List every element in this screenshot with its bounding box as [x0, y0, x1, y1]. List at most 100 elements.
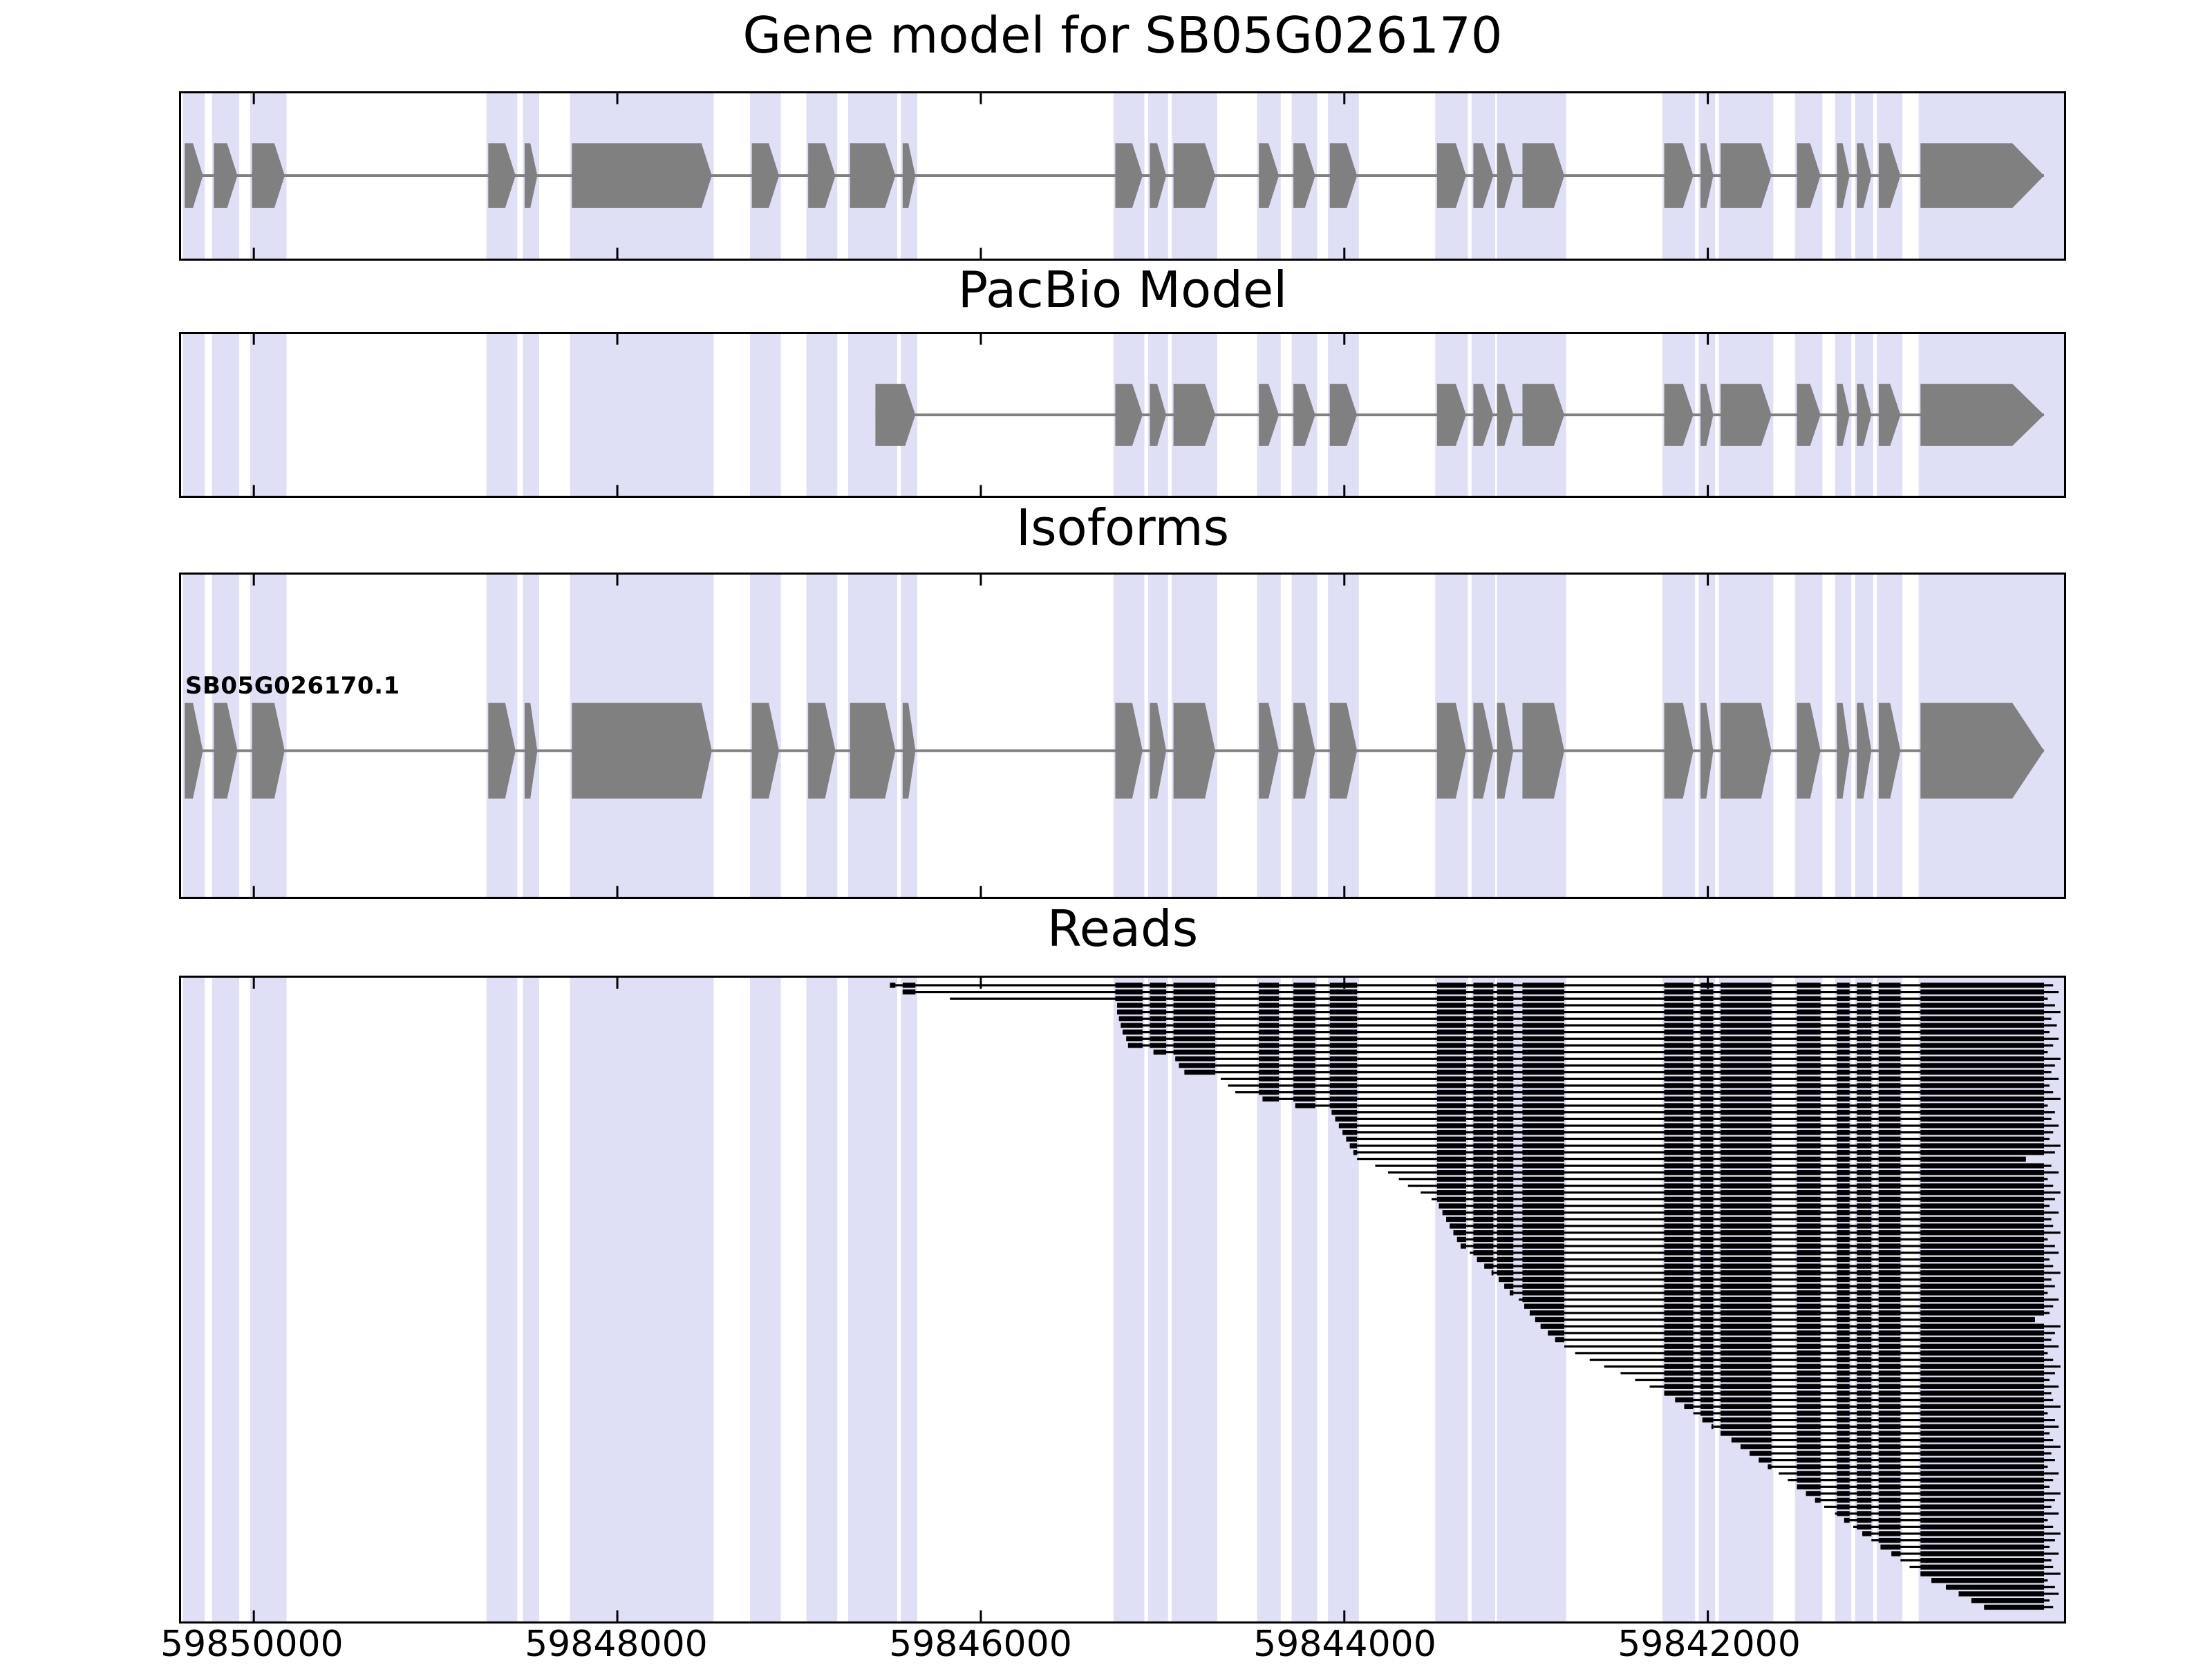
- read-exon-block: [1700, 1350, 1714, 1356]
- read-exon-block: [1700, 1411, 1714, 1416]
- read-exon-block: [1920, 1484, 2045, 1489]
- read-exon-block: [1920, 1384, 2045, 1389]
- exon: [1721, 384, 1772, 446]
- read-exon-block: [1477, 1256, 1494, 1263]
- read-exon-block: [1175, 1056, 1216, 1061]
- read-exon-block: [1664, 1083, 1694, 1088]
- read-exon-block: [1497, 1156, 1514, 1162]
- read-exon-block: [1920, 1390, 2045, 1396]
- read-exon-block: [1700, 1190, 1714, 1196]
- read-exon-block: [1837, 1230, 1850, 1236]
- read-exon-block: [1173, 1023, 1216, 1028]
- read-line: [1335, 1117, 2052, 1120]
- exon: [1293, 143, 1315, 208]
- read-exon-block: [1473, 1023, 1494, 1028]
- read-exon-block: [1497, 1216, 1514, 1222]
- read-exon-block: [1920, 1397, 2045, 1403]
- read-exon-block: [1535, 1317, 1564, 1323]
- read-exon-block: [1497, 1223, 1514, 1229]
- read-exon-block: [1721, 1190, 1772, 1196]
- read-exon-block: [1700, 1404, 1714, 1409]
- read-exon-block: [1878, 1531, 1901, 1536]
- read-exon-block: [1731, 1437, 1772, 1443]
- read-exon-block: [1878, 1043, 1901, 1048]
- read-exon-block: [1920, 1036, 2045, 1041]
- read-exon-block: [1295, 1103, 1315, 1108]
- read-exon-block: [1115, 989, 1143, 995]
- read-exon-block: [1664, 1350, 1694, 1356]
- read-exon-block: [1971, 1598, 2045, 1603]
- exon: [1857, 384, 1872, 446]
- read-exon-block: [1920, 983, 2045, 988]
- read-exon-block: [1837, 1136, 1850, 1142]
- exon: [1522, 143, 1564, 208]
- read-line: [1175, 1057, 2061, 1060]
- read-exon-block: [1837, 1397, 1850, 1403]
- read-exon-block: [1173, 996, 1216, 1001]
- read-exon-block: [1721, 1083, 1772, 1088]
- read-exon-block: [1473, 1210, 1494, 1216]
- read-exon-block: [1920, 1196, 2045, 1202]
- read-exon-block: [1920, 1337, 2045, 1343]
- read-exon-block: [1497, 1203, 1514, 1209]
- exon: [252, 703, 285, 799]
- exon: [1329, 703, 1358, 799]
- read-exon-block: [1497, 1176, 1514, 1182]
- read-exon-block: [1920, 1003, 2045, 1008]
- read-exon-block: [1920, 1310, 2045, 1316]
- read-exon-block: [1837, 1183, 1850, 1189]
- read-exon-block: [1664, 1384, 1694, 1389]
- read-exon-block: [1436, 1049, 1466, 1055]
- read-exon-block: [1837, 1096, 1850, 1102]
- read-exon-block: [1837, 1076, 1850, 1082]
- read-exon-block: [1436, 1023, 1466, 1028]
- read-exon-block: [1797, 1176, 1821, 1182]
- read-exon-block: [1522, 1183, 1564, 1189]
- read-exon-block: [1664, 1263, 1694, 1269]
- read-exon-block: [1878, 1256, 1901, 1263]
- read-exon-block: [1837, 1350, 1850, 1356]
- read-exon-block: [1684, 1404, 1694, 1409]
- read-exon-block: [1920, 1183, 2045, 1189]
- read-exon-block: [1664, 1176, 1694, 1182]
- read-exon-block: [1878, 1216, 1901, 1222]
- read-exon-block: [1878, 1116, 1901, 1122]
- read-exon-block: [1721, 1424, 1772, 1429]
- read-exon-block: [1857, 1163, 1872, 1169]
- read-exon-block: [1700, 1223, 1714, 1229]
- read-exon-block: [1857, 1303, 1872, 1309]
- read-exon-block: [1436, 983, 1466, 988]
- read-exon-block: [1797, 1477, 1821, 1483]
- highlight-band: [749, 334, 781, 496]
- read-exon-block: [1797, 1076, 1821, 1082]
- read-exon-block: [1857, 1130, 1872, 1135]
- read-exon-block: [1797, 1464, 1821, 1469]
- exon: [1797, 143, 1821, 208]
- exon: [808, 703, 836, 799]
- read-exon-block: [1920, 1451, 2045, 1456]
- read-exon-block: [1857, 1036, 1872, 1041]
- read-exon-block: [1920, 1343, 2045, 1349]
- read-exon-block: [1497, 1236, 1514, 1243]
- read-exon-block: [1837, 1431, 1850, 1436]
- read-exon-block: [1329, 1069, 1358, 1075]
- read-exon-block: [1700, 1029, 1714, 1035]
- read-exon-block: [1700, 1290, 1714, 1296]
- read-exon-block: [1797, 1424, 1821, 1429]
- read-exon-block: [1497, 1210, 1514, 1216]
- read-exon-block: [1522, 1296, 1564, 1303]
- exon: [902, 703, 916, 799]
- read-exon-block: [1179, 1063, 1216, 1068]
- read-exon-block: [1721, 1203, 1772, 1209]
- read-exon-block: [1721, 1263, 1772, 1269]
- read-exon-block: [1878, 983, 1901, 988]
- read-exon-block: [1664, 1023, 1694, 1028]
- exon: [1522, 703, 1564, 799]
- read-exon-block: [1700, 1009, 1714, 1015]
- read-exon-block: [1857, 1190, 1872, 1196]
- read-line: [1127, 1044, 2054, 1047]
- read-exon-block: [1920, 1150, 2045, 1155]
- read-exon-block: [1473, 1236, 1494, 1243]
- read-exon-block: [1497, 1016, 1514, 1021]
- exon: [1436, 384, 1466, 446]
